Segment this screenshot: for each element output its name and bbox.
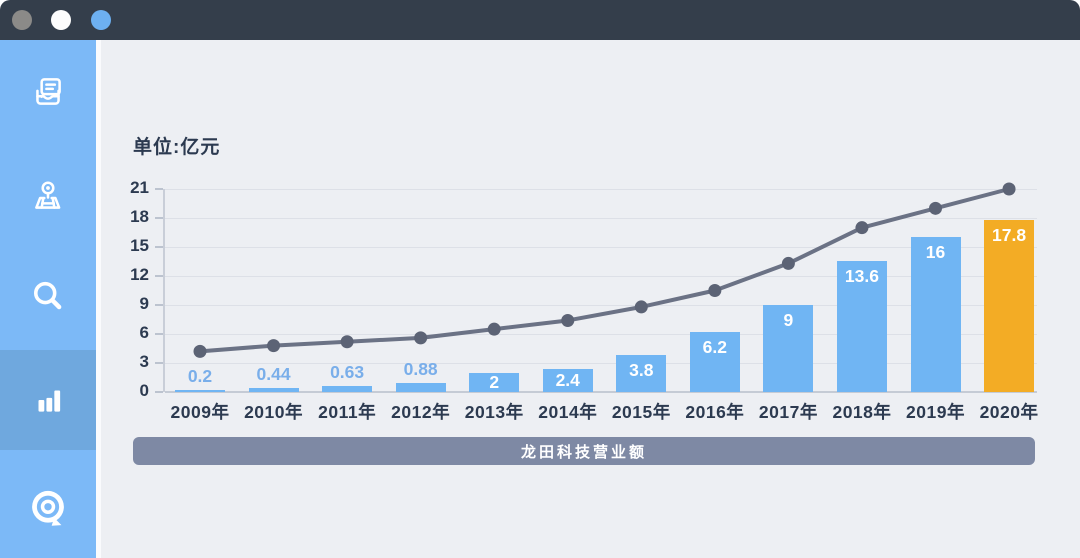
line-point	[929, 201, 942, 215]
gridline-9	[165, 304, 1037, 306]
bar-chart-icon	[38, 390, 61, 412]
x-axis-label: 2017年	[758, 402, 818, 422]
line-point	[267, 339, 281, 353]
y-tick-6	[155, 333, 163, 335]
bar-value-label: 0.44	[256, 363, 291, 384]
bar-value-label: 2.4	[555, 370, 580, 391]
bar	[984, 219, 1035, 392]
bar-value-label: 6.2	[702, 337, 727, 358]
bar	[836, 260, 887, 392]
x-axis-label: 2013年	[464, 402, 524, 422]
gridline-15	[165, 246, 1037, 248]
window-titlebar	[0, 0, 1080, 40]
sidebar-item-news[interactable]	[0, 42, 96, 142]
x-axis-label: 2015年	[611, 402, 671, 422]
line-point	[414, 331, 428, 345]
bar-value-label: 0.63	[330, 361, 365, 382]
y-tick-18	[155, 217, 163, 219]
bar	[689, 332, 740, 392]
bar-value-label: 3.8	[629, 360, 654, 381]
x-axis-label: 2009年	[170, 402, 230, 422]
y-tick-21	[155, 188, 163, 190]
y-tick-0	[155, 391, 163, 393]
bar	[542, 368, 593, 392]
line-point	[340, 335, 354, 349]
gridline-21	[165, 188, 1037, 190]
y-axis-label: 15	[130, 236, 149, 255]
sidebar-item-stats[interactable]	[0, 350, 96, 450]
book-icon	[36, 78, 61, 105]
x-axis-label: 2014年	[538, 402, 598, 422]
x-axis-label: 2010年	[244, 402, 304, 422]
map-pin-icon	[35, 181, 61, 209]
bar-value-label: 13.6	[844, 265, 879, 286]
sidebar-item-target[interactable]	[0, 458, 96, 558]
y-axis-label: 3	[139, 352, 149, 371]
y-axis-label: 9	[139, 294, 149, 313]
unit-label: 单位:亿元	[133, 137, 221, 158]
bar	[469, 372, 520, 392]
plot-area: 0 3 6 9 12 15 18 21 0.2 2009年 0.44 2010年 0.63 2011年 0.…	[130, 178, 1038, 422]
line-point	[781, 256, 795, 270]
line-point	[193, 344, 207, 358]
sidebar	[0, 40, 101, 558]
bar-value-label: 16	[925, 242, 946, 263]
x-axis-label: 2019年	[906, 402, 965, 422]
gridline-6	[165, 333, 1037, 335]
window-control-gray-icon[interactable]	[12, 10, 32, 30]
x-axis-label: 2020年	[979, 402, 1039, 422]
bar	[616, 355, 667, 392]
y-axis-label: 18	[130, 207, 149, 226]
bar-value-label: 17.8	[992, 224, 1027, 245]
x-axis-label: 2012年	[391, 402, 451, 422]
bar	[175, 390, 225, 392]
x-axis-label: 2018年	[832, 402, 892, 422]
y-axis-label: 0	[139, 381, 149, 400]
y-axis-label: 21	[130, 178, 149, 197]
window-control-white-icon[interactable]	[51, 10, 71, 30]
gridline-0	[165, 391, 1037, 393]
bar	[395, 383, 446, 392]
chart-title-banner: 龙田科技营业额	[133, 437, 1035, 465]
y-tick-9	[155, 304, 163, 306]
sidebar-item-map[interactable]	[0, 147, 96, 247]
y-axis-label: 12	[130, 265, 149, 284]
target-chat-icon	[32, 490, 64, 526]
bar	[322, 385, 373, 392]
line-point	[634, 300, 648, 314]
bar-value-label: 0.2	[187, 366, 213, 387]
x-axis-label: 2011年	[318, 402, 377, 422]
gridline-18	[165, 217, 1037, 219]
sidebar-item-search[interactable]	[0, 247, 96, 347]
gridline-12	[165, 275, 1037, 277]
bar-value-label: 9	[783, 310, 794, 330]
bar-value-label: 0.88	[403, 359, 438, 380]
y-tick-12	[155, 275, 163, 277]
bar	[248, 387, 299, 392]
bar	[763, 305, 814, 392]
line-point	[561, 313, 575, 327]
window-control-blue-icon[interactable]	[91, 10, 111, 30]
y-tick-3	[155, 362, 163, 364]
line-point	[855, 221, 869, 235]
line-point	[1002, 182, 1016, 196]
x-axis-label: 2016年	[685, 402, 745, 422]
trend-line	[193, 182, 1016, 358]
bar	[910, 237, 961, 392]
line-point	[708, 284, 722, 297]
gridline-3	[165, 362, 1037, 364]
search-icon	[34, 281, 62, 310]
line-point	[487, 322, 501, 336]
y-tick-15	[155, 246, 163, 248]
chart-panel: 单位:亿元 0 3 6 9 12 15 18 21 0.2 2009年 0.44 2010年 0.63 2…	[101, 40, 1080, 558]
bar-value-label: 2	[489, 372, 500, 393]
y-axis-label: 6	[139, 323, 149, 342]
